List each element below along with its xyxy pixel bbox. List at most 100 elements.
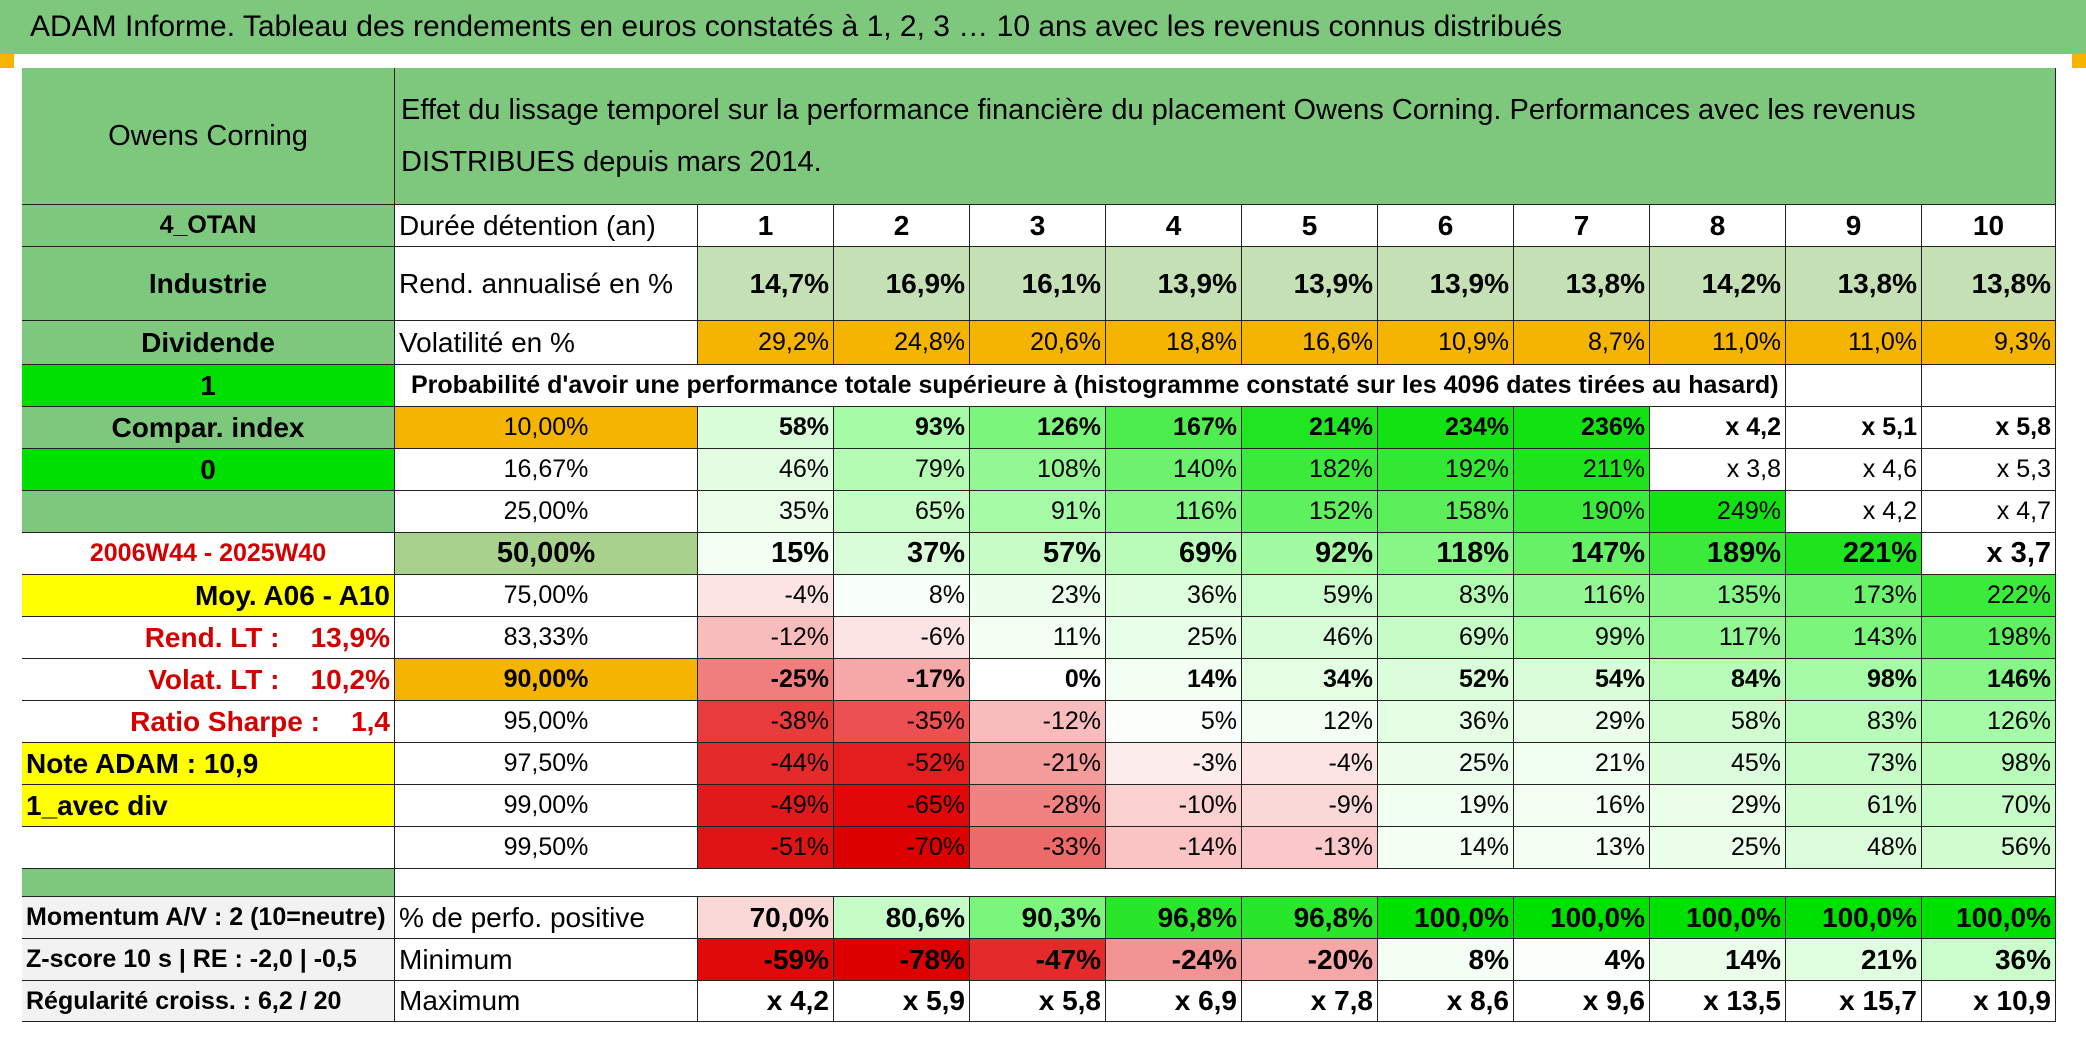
quantile-cell: 5%: [1106, 701, 1242, 743]
long-term-return: Rend. LT : 13,9%: [22, 617, 395, 659]
positive-cell: 100,0%: [1786, 897, 1922, 939]
quantile-label: 16,67%: [395, 449, 698, 491]
minimum-cell: 14%: [1650, 939, 1786, 981]
year-header: 3: [970, 205, 1106, 247]
quantile-label: 90,00%: [395, 659, 698, 701]
compar-index-flag: 0: [22, 449, 395, 491]
quantile-cell: 16%: [1514, 785, 1650, 827]
year-header: 8: [1650, 205, 1786, 247]
maximum-cell: x 8,6: [1378, 981, 1514, 1022]
positive-cell: 96,8%: [1242, 897, 1378, 939]
variant-label: 1_avec div: [22, 785, 395, 827]
quantile-cell: -33%: [970, 827, 1106, 869]
quantile-cell: 14%: [1378, 827, 1514, 869]
minimum-cell: 4%: [1514, 939, 1650, 981]
long-term-volatility: Volat. LT : 10,2%: [22, 659, 395, 701]
quantile-cell: 79%: [834, 449, 970, 491]
volatility-cell: 24,8%: [834, 321, 970, 365]
quantile-cell: 23%: [970, 575, 1106, 617]
momentum-label: Momentum A/V : 2 (10=neutre): [22, 897, 395, 939]
quantile-cell: 135%: [1650, 575, 1786, 617]
quantile-cell: x 5,1: [1786, 407, 1922, 449]
quantile-cell: 58%: [1650, 701, 1786, 743]
positive-cell: 100,0%: [1650, 897, 1786, 939]
adam-score: Note ADAM : 10,9: [22, 743, 395, 785]
quantile-cell: 192%: [1378, 449, 1514, 491]
quantile-cell: 93%: [834, 407, 970, 449]
quantile-cell: 29%: [1650, 785, 1786, 827]
quantile-cell: 167%: [1106, 407, 1242, 449]
quantile-cell: 11%: [970, 617, 1106, 659]
quantile-cell: -13%: [1242, 827, 1378, 869]
quantile-cell: x 4,6: [1786, 449, 1922, 491]
quantile-label: 25,00%: [395, 491, 698, 533]
volatility-cell: 18,8%: [1106, 321, 1242, 365]
return-cell: 14,7%: [698, 247, 834, 321]
volatility-cell: 10,9%: [1378, 321, 1514, 365]
quantile-cell: 91%: [970, 491, 1106, 533]
minimum-label: Minimum: [395, 939, 698, 981]
zscore-label: Z-score 10 s | RE : -2,0 | -0,5: [22, 939, 395, 981]
quantile-cell: 92%: [1242, 533, 1378, 575]
company-name: Owens Corning: [22, 68, 395, 205]
quantile-label: 83,33%: [395, 617, 698, 659]
quantile-label: 95,00%: [395, 701, 698, 743]
quantile-cell: 46%: [698, 449, 834, 491]
quantile-cell: 54%: [1514, 659, 1650, 701]
quantile-cell: 13%: [1514, 827, 1650, 869]
quantile-cell: 98%: [1786, 659, 1922, 701]
quantile-cell: 116%: [1106, 491, 1242, 533]
report-title: ADAM Informe. Tableau des rendements en …: [30, 10, 1562, 43]
minimum-cell: 21%: [1786, 939, 1922, 981]
quantile-cell: x 4,7: [1922, 491, 2056, 533]
positive-cell: 70,0%: [698, 897, 834, 939]
quantile-cell: 0%: [970, 659, 1106, 701]
quantile-cell: -51%: [698, 827, 834, 869]
quantile-cell: 222%: [1922, 575, 2056, 617]
positive-label: % de perfo. positive: [395, 897, 698, 939]
quantile-label: 97,50%: [395, 743, 698, 785]
quantile-cell: 98%: [1922, 743, 2056, 785]
return-cell: 14,2%: [1650, 247, 1786, 321]
dividend-flag: 1: [22, 365, 395, 407]
quantile-cell: -12%: [970, 701, 1106, 743]
probability-title: Probabilité d'avoir une performance tota…: [395, 365, 1786, 407]
return-cell: 16,1%: [970, 247, 1106, 321]
quantile-cell: x 4,2: [1650, 407, 1786, 449]
positive-cell: 100,0%: [1922, 897, 2056, 939]
quantile-cell: 14%: [1106, 659, 1242, 701]
ticker-code: 4_OTAN: [22, 205, 395, 247]
positive-cell: 90,3%: [970, 897, 1106, 939]
year-header: 5: [1242, 205, 1378, 247]
quantile-cell: -21%: [970, 743, 1106, 785]
maximum-cell: x 7,8: [1242, 981, 1378, 1022]
maximum-cell: x 10,9: [1922, 981, 2056, 1022]
maximum-cell: x 4,2: [698, 981, 834, 1022]
quantile-label: 99,00%: [395, 785, 698, 827]
quantile-cell: -70%: [834, 827, 970, 869]
quantile-cell: 234%: [1378, 407, 1514, 449]
quantile-cell: -9%: [1242, 785, 1378, 827]
volatility-cell: 16,6%: [1242, 321, 1378, 365]
quantile-cell: x 3,7: [1922, 533, 2056, 575]
volatility-label: Volatilité en %: [395, 321, 698, 365]
maximum-cell: x 13,5: [1650, 981, 1786, 1022]
year-header: 2: [834, 205, 970, 247]
return-cell: 13,8%: [1786, 247, 1922, 321]
quantile-cell: 29%: [1514, 701, 1650, 743]
maximum-cell: x 5,8: [970, 981, 1106, 1022]
quantile-cell: 58%: [698, 407, 834, 449]
year-header: 7: [1514, 205, 1650, 247]
positive-cell: 100,0%: [1378, 897, 1514, 939]
quantile-cell: 25%: [1650, 827, 1786, 869]
quantile-cell: 59%: [1242, 575, 1378, 617]
quantile-cell: 221%: [1786, 533, 1922, 575]
minimum-cell: 8%: [1378, 939, 1514, 981]
quantile-cell: 25%: [1378, 743, 1514, 785]
positive-cell: 80,6%: [834, 897, 970, 939]
quantile-cell: 56%: [1922, 827, 2056, 869]
quantile-cell: x 5,8: [1922, 407, 2056, 449]
quantile-cell: -14%: [1106, 827, 1242, 869]
minimum-cell: -24%: [1106, 939, 1242, 981]
year-header: 4: [1106, 205, 1242, 247]
